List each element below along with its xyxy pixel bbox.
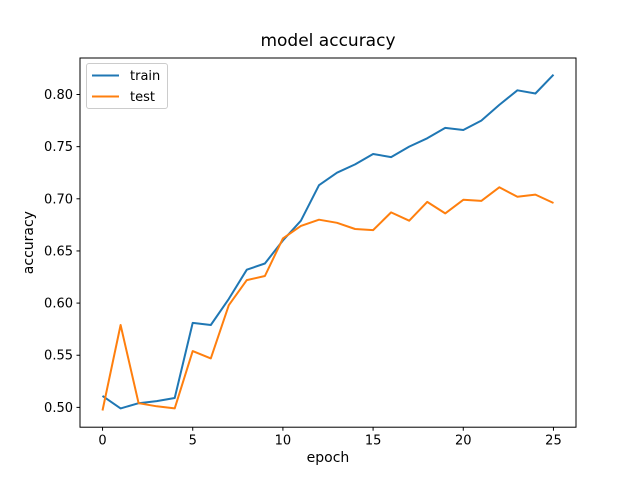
x-tick-label: 25 [545, 434, 562, 449]
x-tick-label: 5 [189, 434, 197, 449]
x-tick-label: 0 [98, 434, 106, 449]
y-tick-label: 0.65 [44, 244, 73, 259]
x-tick-label: 20 [455, 434, 472, 449]
chart-title: model accuracy [260, 31, 395, 51]
y-tick-label: 0.70 [44, 192, 73, 207]
y-tick-label: 0.50 [44, 401, 73, 416]
test-line [101, 186, 554, 411]
train-line [101, 74, 555, 410]
x-tick-label: 15 [365, 434, 382, 449]
legend-label-train: train [130, 69, 160, 84]
legend-label-test: test [130, 90, 155, 105]
legend: train test [86, 63, 168, 109]
y-tick-label: 0.75 [44, 140, 73, 155]
y-tick-label: 0.55 [44, 349, 73, 364]
y-axis-label: accuracy [21, 211, 37, 274]
y-tick-label: 0.80 [44, 88, 73, 103]
plot: 0 5 10 15 20 25 0.50 0.55 0.60 0.65 0.70 0.75 0.80 [44, 57, 577, 449]
x-tick-label: 10 [275, 434, 292, 449]
x-axis-label: epoch [307, 450, 350, 466]
y-tick-label: 0.60 [44, 297, 73, 312]
plot-border [79, 57, 577, 428]
